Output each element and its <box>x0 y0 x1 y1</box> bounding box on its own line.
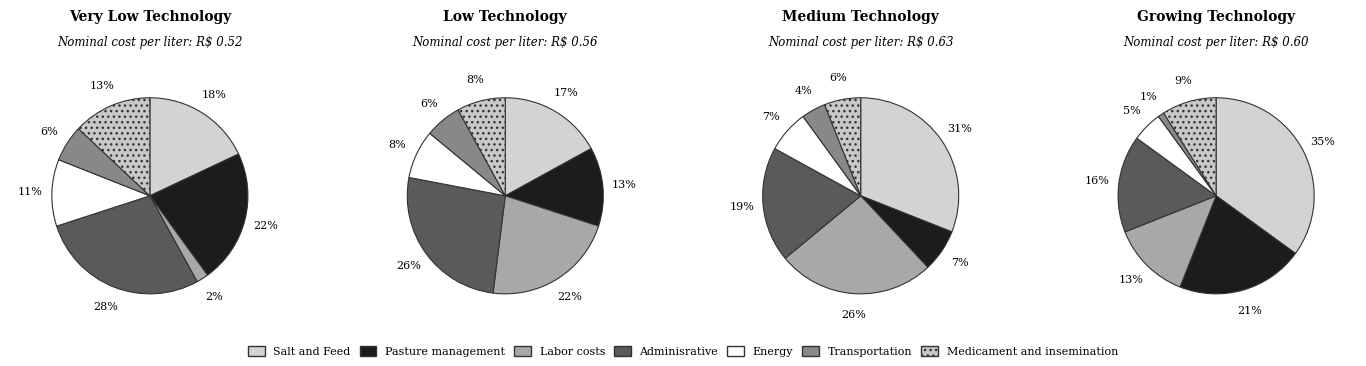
Text: 31%: 31% <box>947 124 973 134</box>
Wedge shape <box>1158 113 1216 196</box>
Wedge shape <box>56 196 197 294</box>
Text: 7%: 7% <box>762 112 780 122</box>
Text: 13%: 13% <box>1119 275 1143 285</box>
Wedge shape <box>1164 98 1216 196</box>
Wedge shape <box>762 149 861 258</box>
Text: 18%: 18% <box>202 90 227 100</box>
Text: 6%: 6% <box>40 127 57 137</box>
Wedge shape <box>150 196 208 282</box>
Text: 2%: 2% <box>205 292 223 302</box>
Text: 6%: 6% <box>829 73 847 83</box>
Text: 19%: 19% <box>729 202 754 212</box>
Wedge shape <box>505 149 604 226</box>
Wedge shape <box>505 98 591 196</box>
Text: 13%: 13% <box>612 180 637 190</box>
Wedge shape <box>825 98 861 196</box>
Text: 8%: 8% <box>467 75 485 85</box>
Text: 35%: 35% <box>1310 137 1335 146</box>
Text: Nominal cost per liter: R$ 0.52: Nominal cost per liter: R$ 0.52 <box>57 36 243 49</box>
Wedge shape <box>1119 138 1216 232</box>
Text: 16%: 16% <box>1085 176 1111 186</box>
Text: Nominal cost per liter: R$ 0.63: Nominal cost per liter: R$ 0.63 <box>768 36 953 49</box>
Wedge shape <box>775 116 861 196</box>
Text: 7%: 7% <box>951 258 968 268</box>
Wedge shape <box>430 110 505 196</box>
Text: 5%: 5% <box>1123 106 1141 116</box>
Text: Medium Technology: Medium Technology <box>783 10 940 24</box>
Text: 28%: 28% <box>93 302 119 312</box>
Text: 13%: 13% <box>90 81 115 91</box>
Wedge shape <box>52 160 150 226</box>
Text: 21%: 21% <box>1238 306 1262 316</box>
Text: 6%: 6% <box>421 99 438 109</box>
Wedge shape <box>785 196 928 294</box>
Text: Growing Technology: Growing Technology <box>1137 10 1295 24</box>
Wedge shape <box>1126 196 1216 287</box>
Wedge shape <box>150 98 239 196</box>
Text: Low Technology: Low Technology <box>444 10 567 24</box>
Legend: Salt and Feed, Pasture management, Labor costs, Adminisrative, Energy, Transport: Salt and Feed, Pasture management, Labor… <box>245 343 1121 361</box>
Wedge shape <box>407 178 505 293</box>
Wedge shape <box>1180 196 1295 294</box>
Wedge shape <box>493 196 598 294</box>
Wedge shape <box>458 98 505 196</box>
Wedge shape <box>78 98 150 196</box>
Text: 4%: 4% <box>794 86 811 96</box>
Text: Nominal cost per liter: R$ 0.56: Nominal cost per liter: R$ 0.56 <box>413 36 598 49</box>
Wedge shape <box>1216 98 1314 253</box>
Wedge shape <box>150 154 247 275</box>
Wedge shape <box>408 133 505 196</box>
Text: 26%: 26% <box>840 310 866 320</box>
Text: 17%: 17% <box>553 88 579 98</box>
Text: 11%: 11% <box>18 187 42 197</box>
Wedge shape <box>1137 116 1216 196</box>
Text: Very Low Technology: Very Low Technology <box>68 10 231 24</box>
Text: 1%: 1% <box>1141 92 1158 102</box>
Wedge shape <box>861 196 952 267</box>
Text: 22%: 22% <box>253 221 279 231</box>
Text: 9%: 9% <box>1173 76 1191 86</box>
Wedge shape <box>803 105 861 196</box>
Text: 26%: 26% <box>396 261 421 271</box>
Text: 22%: 22% <box>557 292 582 302</box>
Wedge shape <box>861 98 959 232</box>
Text: Nominal cost per liter: R$ 0.60: Nominal cost per liter: R$ 0.60 <box>1123 36 1309 49</box>
Wedge shape <box>59 129 150 196</box>
Text: 8%: 8% <box>388 140 406 150</box>
